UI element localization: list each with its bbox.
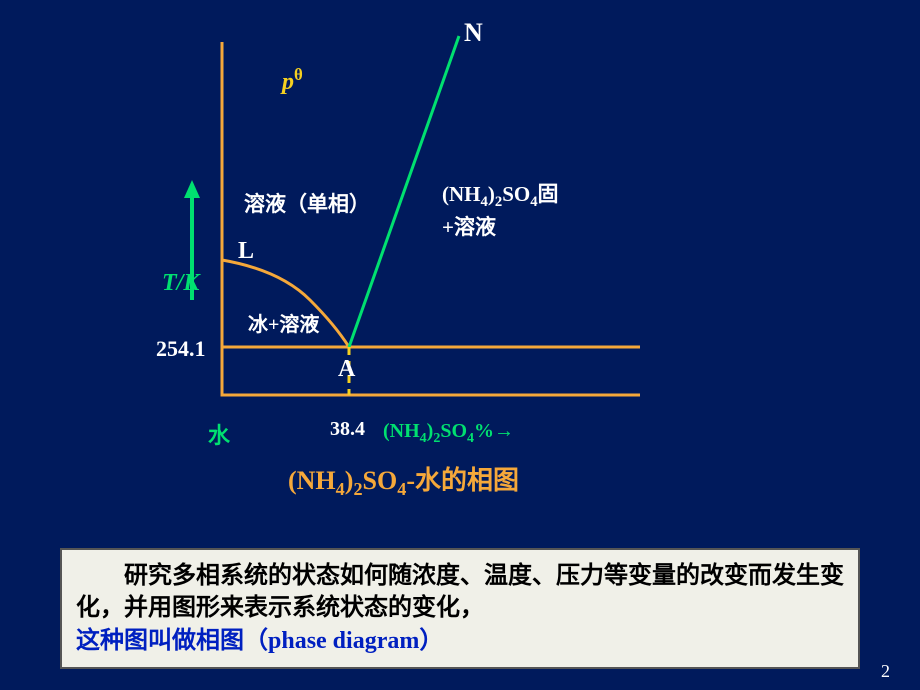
region-ice-solution-label: 冰+溶液: [248, 308, 319, 337]
x-tick-label: 38.4: [330, 418, 365, 441]
y-axis-arrow-head: [184, 180, 200, 198]
phase-diagram: pθ N L A 溶液（单相） (NH4)2SO4固+溶液 冰+溶液 T/K 2…: [0, 0, 920, 520]
region-solid-solution-label: (NH4)2SO4固+溶液: [442, 178, 559, 241]
caption-text-blue: 这种图叫做相图（phase diagram）: [76, 628, 443, 654]
point-A-label: A: [338, 356, 355, 383]
x-origin-label: 水: [208, 418, 230, 450]
diagram-title: (NH4)2SO4-水的相图: [288, 460, 519, 500]
slide: pθ N L A 溶液（单相） (NH4)2SO4固+溶液 冰+溶液 T/K 2…: [0, 0, 920, 690]
p-theta-label: pθ: [282, 65, 303, 96]
y-axis-label: T/K: [162, 270, 199, 297]
caption-text-black: 研究多相系统的状态如何随浓度、温度、压力等变量的改变而发生变化，并用图形来表示系…: [76, 563, 844, 621]
caption-black: 研究多相系统的状态如何随浓度、温度、压力等变量的改变而发生变化，并用图形来表示系…: [76, 563, 844, 621]
point-N-label: N: [464, 18, 483, 48]
y-tick-label: 254.1: [156, 336, 206, 362]
x-axis-label: (NH4)2SO4%→: [383, 420, 514, 447]
point-L-label: L: [238, 238, 254, 265]
page-number: 2: [881, 661, 890, 682]
region-solution-label: 溶液（单相）: [244, 188, 370, 218]
caption-indent: [76, 563, 124, 589]
caption-box: 研究多相系统的状态如何随浓度、温度、压力等变量的改变而发生变化，并用图形来表示系…: [60, 548, 860, 669]
